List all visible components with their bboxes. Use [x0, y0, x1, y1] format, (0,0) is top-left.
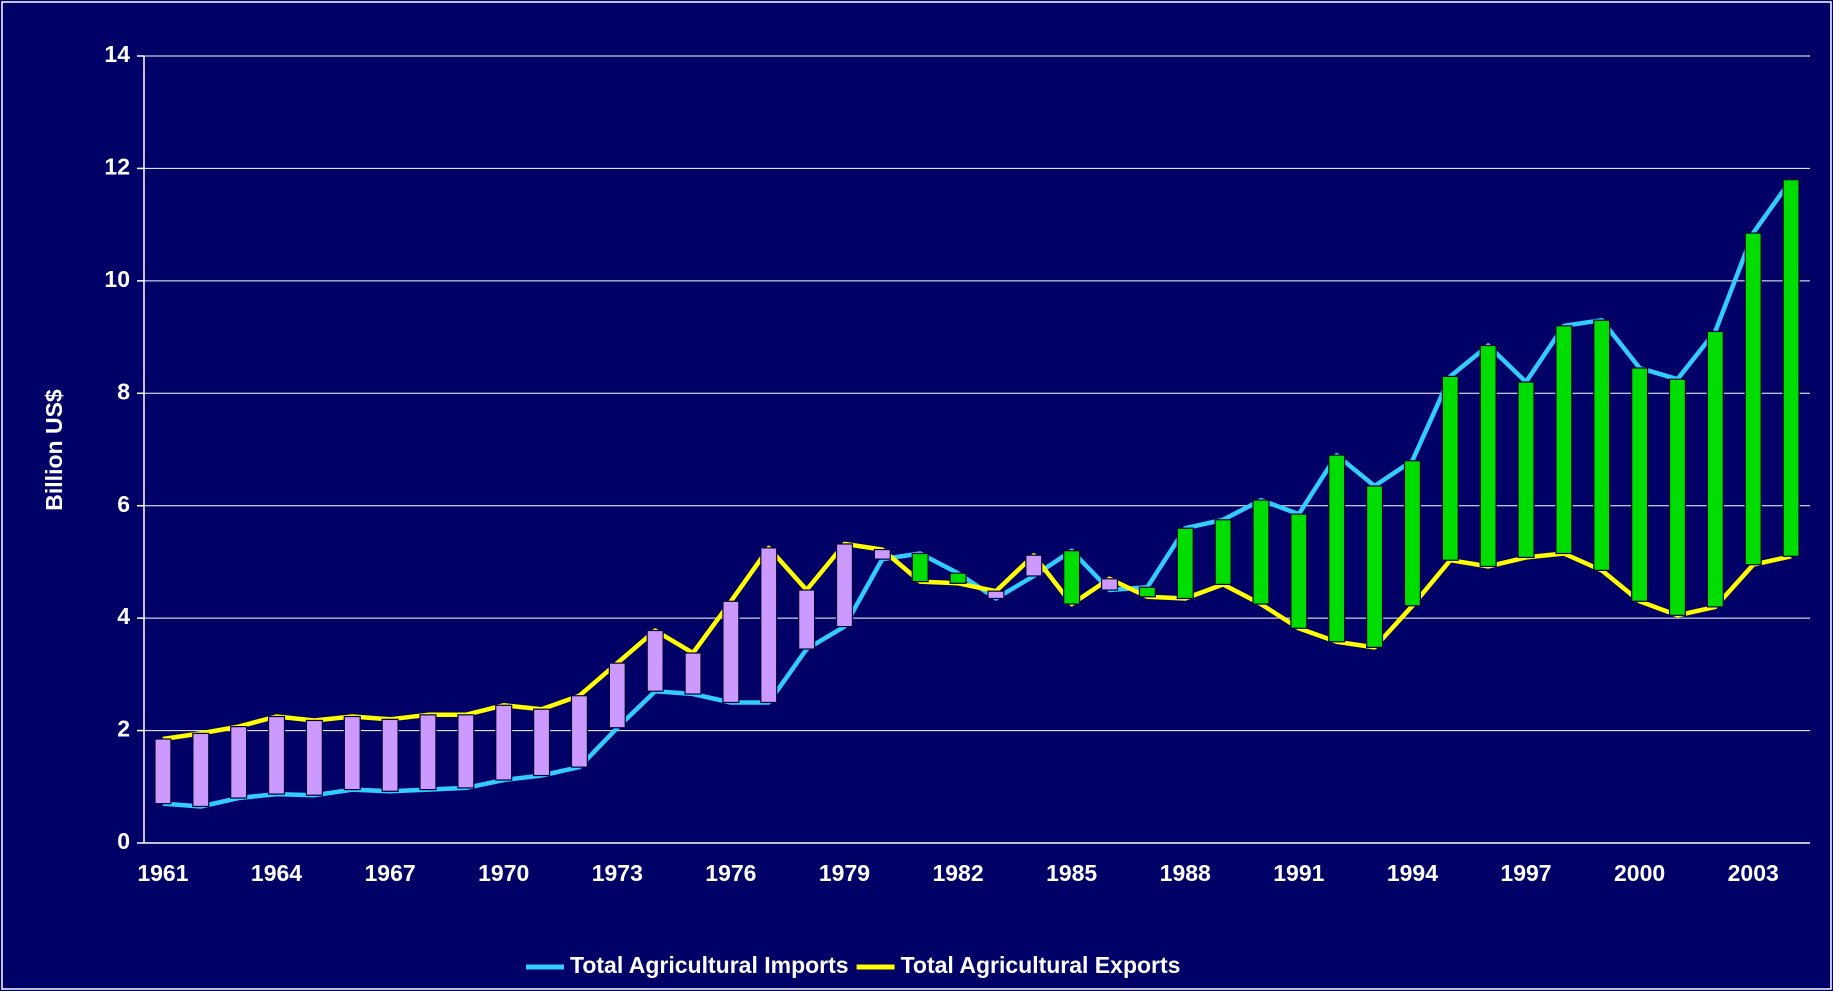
- y-tick-label: 0: [117, 828, 130, 854]
- updown-bar: [798, 589, 816, 650]
- legend-label: Total Agricultural Imports: [570, 952, 849, 978]
- y-tick-label: 12: [104, 154, 130, 180]
- updown-bar: [1138, 586, 1156, 598]
- x-tick-label: 1970: [478, 860, 529, 886]
- updown-bar: [722, 600, 740, 704]
- updown-bar: [305, 719, 323, 796]
- updown-bar: [1441, 375, 1459, 561]
- x-tick-label: 1985: [1046, 860, 1097, 886]
- x-tick-label: 1991: [1273, 860, 1324, 886]
- updown-bar: [1403, 460, 1421, 607]
- updown-bar: [1479, 344, 1497, 568]
- x-tick-label: 1964: [251, 860, 302, 886]
- updown-bar: [1025, 554, 1043, 577]
- x-tick-label: 1997: [1500, 860, 1551, 886]
- updown-bar: [1176, 527, 1194, 600]
- y-tick-label: 6: [117, 491, 130, 517]
- updown-bar: [949, 572, 967, 584]
- updown-bar: [533, 708, 551, 777]
- x-tick-label: 1976: [705, 860, 756, 886]
- updown-bar: [1252, 499, 1270, 605]
- x-tick-label: 1961: [137, 860, 188, 886]
- updown-bar: [1782, 179, 1800, 557]
- updown-bar: [873, 548, 891, 560]
- updown-bar: [419, 714, 437, 791]
- updown-bar: [570, 695, 588, 768]
- x-tick-label: 2000: [1614, 860, 1665, 886]
- updown-bar: [987, 590, 1005, 600]
- x-tick-label: 1967: [365, 860, 416, 886]
- updown-bar: [911, 552, 929, 583]
- y-axis-label: Billion US$: [41, 389, 67, 511]
- updown-bar: [1100, 578, 1119, 591]
- updown-bar: [608, 662, 626, 729]
- updown-bar: [1668, 378, 1687, 616]
- x-tick-label: 1994: [1387, 860, 1438, 886]
- legend-label: Total Agricultural Exports: [901, 952, 1181, 978]
- updown-bar: [1744, 232, 1762, 566]
- updown-bar: [684, 652, 702, 695]
- y-tick-label: 2: [117, 716, 130, 742]
- updown-bar: [760, 547, 778, 704]
- updown-bar: [1555, 325, 1573, 555]
- updown-bar: [267, 715, 286, 795]
- updown-bar: [1631, 367, 1649, 602]
- updown-bar: [381, 718, 399, 792]
- updown-bar: [230, 726, 248, 799]
- x-tick-label: 1973: [592, 860, 643, 886]
- y-tick-label: 10: [104, 266, 130, 292]
- updown-bar: [1214, 519, 1232, 586]
- updown-bar: [457, 714, 475, 789]
- updown-bar: [1366, 485, 1384, 648]
- x-tick-label: 1988: [1160, 860, 1211, 886]
- updown-bar: [1706, 330, 1724, 608]
- updown-bar: [495, 704, 513, 781]
- updown-bar: [192, 732, 210, 808]
- updown-bar: [1290, 513, 1308, 629]
- y-tick-label: 14: [104, 41, 130, 67]
- x-tick-label: 2003: [1728, 860, 1779, 886]
- y-tick-label: 8: [117, 378, 130, 404]
- updown-bar: [1517, 381, 1535, 559]
- updown-bar: [646, 629, 664, 692]
- updown-bar: [1593, 319, 1611, 571]
- updown-bar: [1063, 550, 1081, 605]
- y-tick-label: 4: [117, 603, 130, 629]
- updown-bar: [1328, 454, 1346, 643]
- updown-bar: [154, 738, 172, 805]
- x-tick-label: 1982: [932, 860, 983, 886]
- updown-bar: [343, 715, 361, 791]
- updown-bar: [835, 543, 854, 628]
- x-tick-label: 1979: [819, 860, 870, 886]
